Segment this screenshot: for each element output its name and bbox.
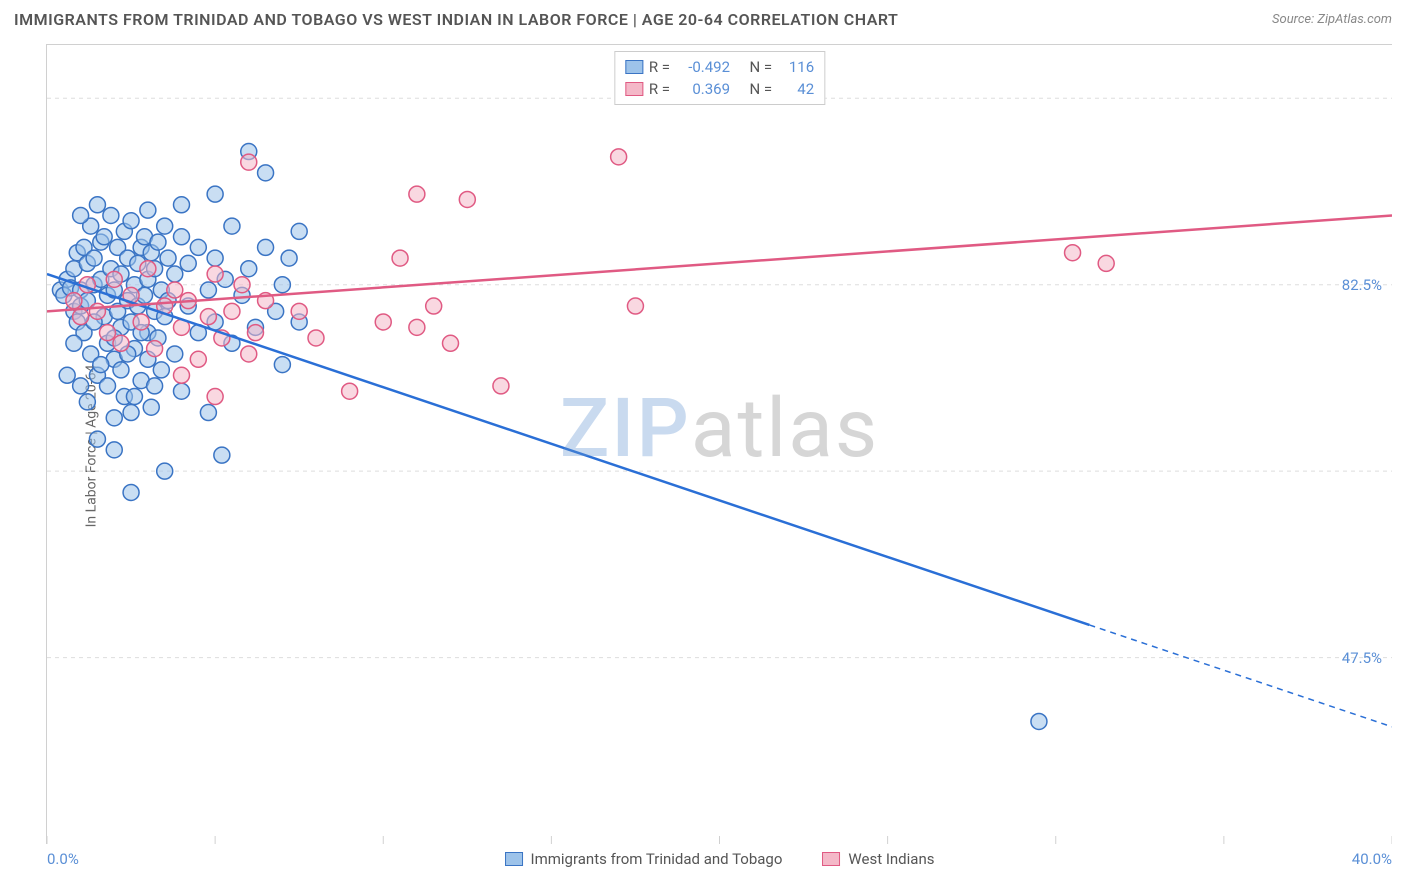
x-tick-label-min: 0.0% — [47, 850, 79, 868]
legend-label: Immigrants from Trinidad and Tobago — [531, 850, 783, 868]
legend-r-value: -0.492 — [676, 58, 730, 76]
y-tick-label: 47.5% — [1342, 649, 1382, 667]
legend-stats-row: R = 0.369 N = 42 — [625, 78, 814, 100]
legend-label: West Indians — [848, 850, 934, 868]
legend-n-value: 116 — [778, 58, 814, 76]
legend-n-label: N = — [750, 58, 773, 76]
y-tick-label: 82.5% — [1342, 276, 1382, 294]
legend-item: West Indians — [822, 850, 934, 868]
plot-area: ZIPatlas R =-0.492 N =116R =0.369 N =42 … — [46, 44, 1392, 844]
legend-swatch — [822, 852, 840, 866]
source-label: Source: ZipAtlas.com — [1272, 12, 1392, 27]
legend-r-label: R = — [649, 58, 670, 76]
legend-item: Immigrants from Trinidad and Tobago — [505, 850, 783, 868]
legend-n-label: N = — [750, 80, 773, 98]
legend-swatch — [625, 60, 643, 74]
series-legend: Immigrants from Trinidad and Tobago West … — [505, 850, 935, 868]
scatter-plot-svg — [47, 45, 1392, 844]
legend-n-value: 42 — [778, 80, 814, 98]
legend-stats-row: R = -0.492 N = 116 — [625, 56, 814, 78]
chart-header: IMMIGRANTS FROM TRINIDAD AND TOBAGO VS W… — [14, 10, 1392, 29]
legend-swatch — [505, 852, 523, 866]
legend-r-label: R = — [649, 80, 670, 98]
legend-r-value: 0.369 — [676, 80, 730, 98]
chart-title: IMMIGRANTS FROM TRINIDAD AND TOBAGO VS W… — [14, 10, 898, 29]
x-tick-label-max: 40.0% — [1352, 850, 1392, 868]
correlation-legend: R = -0.492 N = 116 R = 0.369 N = 42 — [614, 51, 825, 105]
legend-swatch — [625, 82, 643, 96]
